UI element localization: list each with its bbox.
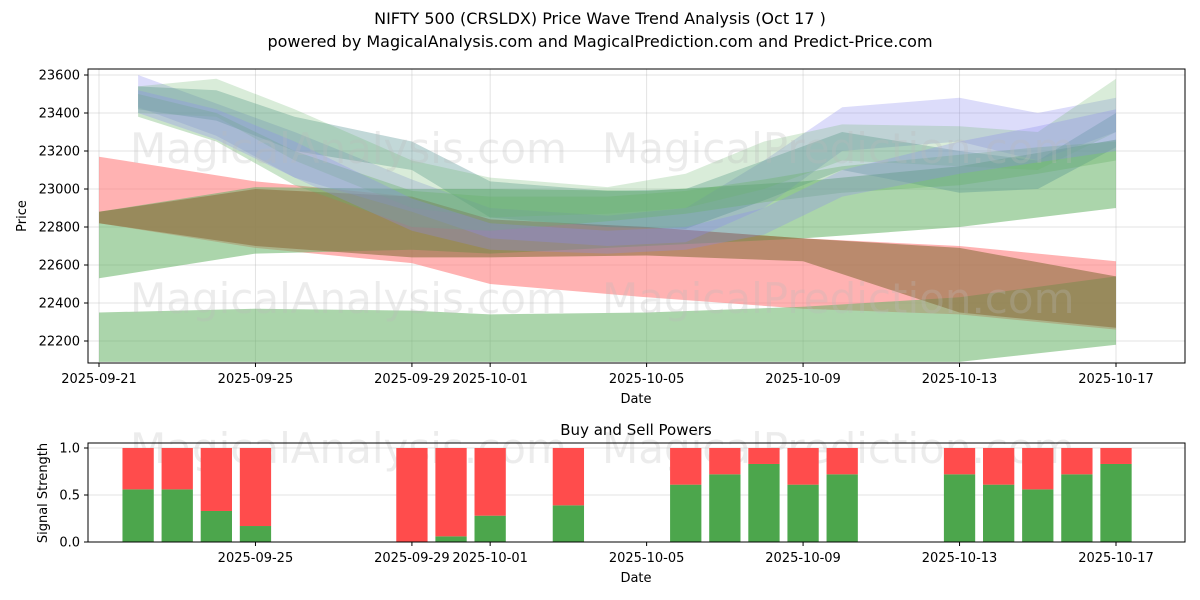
sell-bar bbox=[474, 448, 506, 516]
y-tick-label: 23400 bbox=[39, 107, 80, 122]
x-tick-label: 2025-10-01 bbox=[452, 551, 528, 566]
main-y-axis-label: Price bbox=[15, 200, 30, 232]
band-brown-band-overlap bbox=[99, 189, 1116, 328]
sell-bar bbox=[826, 448, 858, 475]
signal-axes: 2025-09-25 2025-09-29 2025-10-01 2025-10-05… bbox=[59, 442, 1153, 567]
sell-bar bbox=[1061, 448, 1093, 475]
buy-bar bbox=[1022, 489, 1054, 542]
sell-bar bbox=[552, 448, 585, 506]
buy-bar bbox=[670, 484, 702, 542]
watermark: MagicalAnalysis.com bbox=[130, 124, 567, 173]
y-tick-label: 23600 bbox=[39, 69, 80, 84]
sell-bar bbox=[435, 448, 467, 537]
band-wave-blue-2 bbox=[138, 90, 1117, 254]
buy-bar bbox=[943, 474, 976, 542]
x-tick-label: 2025-10-13 bbox=[922, 372, 998, 387]
x-tick-label: 2025-10-05 bbox=[609, 551, 685, 566]
watermark: MagicalPrediction.com bbox=[602, 124, 1075, 173]
sell-bar bbox=[122, 448, 154, 490]
y-tick-label: 1.0 bbox=[59, 442, 80, 457]
y-tick-label: 22800 bbox=[39, 221, 80, 236]
main-plot-frame bbox=[87, 68, 1186, 364]
y-tick-label: 23200 bbox=[39, 145, 80, 160]
signal-y-axis-label: Signal Strength bbox=[36, 443, 51, 543]
x-tick-label: 2025-09-25 bbox=[218, 551, 294, 566]
x-tick-label: 2025-09-29 bbox=[374, 551, 450, 566]
sell-bar bbox=[1022, 448, 1054, 490]
x-tick-label: 2025-10-17 bbox=[1078, 551, 1154, 566]
sell-bar bbox=[983, 448, 1015, 485]
sell-bar bbox=[748, 448, 780, 464]
sell-bar bbox=[239, 448, 272, 527]
x-tick-label: 2025-09-21 bbox=[61, 372, 137, 387]
x-tick-label: 2025-10-09 bbox=[765, 372, 841, 387]
buy-bar bbox=[552, 505, 585, 542]
sell-bar bbox=[161, 448, 193, 490]
sell-bar bbox=[787, 448, 819, 485]
main-watermarks: MagicalAnalysis.com MagicalPrediction.co… bbox=[130, 124, 1075, 323]
main-bands bbox=[99, 75, 1117, 362]
signal-chart-title: Buy and Sell Powers bbox=[560, 421, 712, 439]
signal-bars bbox=[122, 448, 1132, 542]
buy-bar bbox=[1061, 474, 1093, 542]
sell-bar bbox=[1100, 448, 1132, 464]
buy-bar bbox=[1100, 463, 1132, 542]
main-x-axis-label: Date bbox=[620, 392, 651, 407]
buy-bar bbox=[200, 510, 232, 542]
y-tick-label: 23000 bbox=[39, 183, 80, 198]
sell-bar bbox=[670, 448, 702, 485]
buy-bar bbox=[709, 474, 741, 542]
x-tick-label: 2025-09-25 bbox=[218, 372, 294, 387]
buy-bar bbox=[826, 474, 858, 542]
signal-watermarks: MagicalAnalysis.com MagicalPrediction.co… bbox=[130, 424, 1075, 473]
buy-bar bbox=[787, 484, 819, 542]
sell-bar bbox=[200, 448, 232, 511]
band-wave-green-1 bbox=[138, 78, 1117, 218]
y-tick-label: 22400 bbox=[39, 297, 80, 312]
buy-bar bbox=[474, 515, 506, 542]
x-tick-label: 2025-10-09 bbox=[765, 551, 841, 566]
main-axes: 2025-09-21 2025-09-25 2025-09-29 2025-10-01… bbox=[39, 69, 1154, 388]
watermark: MagicalAnalysis.com bbox=[130, 274, 567, 323]
sell-bar bbox=[709, 448, 741, 475]
buy-bar bbox=[122, 489, 154, 542]
signal-plot-frame bbox=[87, 442, 1186, 543]
signal-x-axis-label: Date bbox=[620, 571, 651, 586]
y-tick-label: 0.0 bbox=[59, 536, 80, 551]
buy-bar bbox=[435, 536, 467, 542]
x-tick-label: 2025-10-05 bbox=[609, 372, 685, 387]
buy-bar bbox=[161, 489, 193, 542]
x-tick-label: 2025-10-01 bbox=[452, 372, 528, 387]
band-green-band-bottom bbox=[99, 276, 1116, 362]
band-wave-blue-1 bbox=[138, 75, 1117, 246]
buy-bar bbox=[748, 463, 780, 542]
sell-bar bbox=[943, 448, 976, 475]
sell-bar bbox=[396, 448, 428, 542]
buy-bar bbox=[239, 526, 272, 542]
y-tick-label: 22200 bbox=[39, 335, 80, 350]
y-tick-label: 0.5 bbox=[59, 489, 80, 504]
band-wave-green-2 bbox=[138, 94, 1117, 231]
x-tick-label: 2025-09-29 bbox=[374, 372, 450, 387]
x-tick-label: 2025-10-13 bbox=[922, 551, 998, 566]
chart-title: NIFTY 500 (CRSLDX) Price Wave Trend Anal… bbox=[374, 9, 826, 28]
chart-subtitle: powered by MagicalAnalysis.com and Magic… bbox=[267, 32, 933, 51]
buy-bar bbox=[983, 484, 1015, 542]
watermark: MagicalPrediction.com bbox=[602, 274, 1075, 323]
x-tick-label: 2025-10-17 bbox=[1078, 372, 1154, 387]
band-wave-teal-1 bbox=[138, 86, 1117, 229]
y-tick-label: 22600 bbox=[39, 259, 80, 274]
